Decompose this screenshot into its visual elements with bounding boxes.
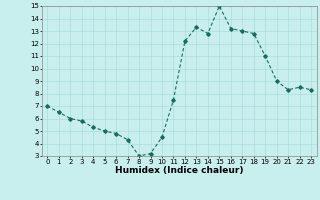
X-axis label: Humidex (Indice chaleur): Humidex (Indice chaleur) — [115, 166, 244, 175]
